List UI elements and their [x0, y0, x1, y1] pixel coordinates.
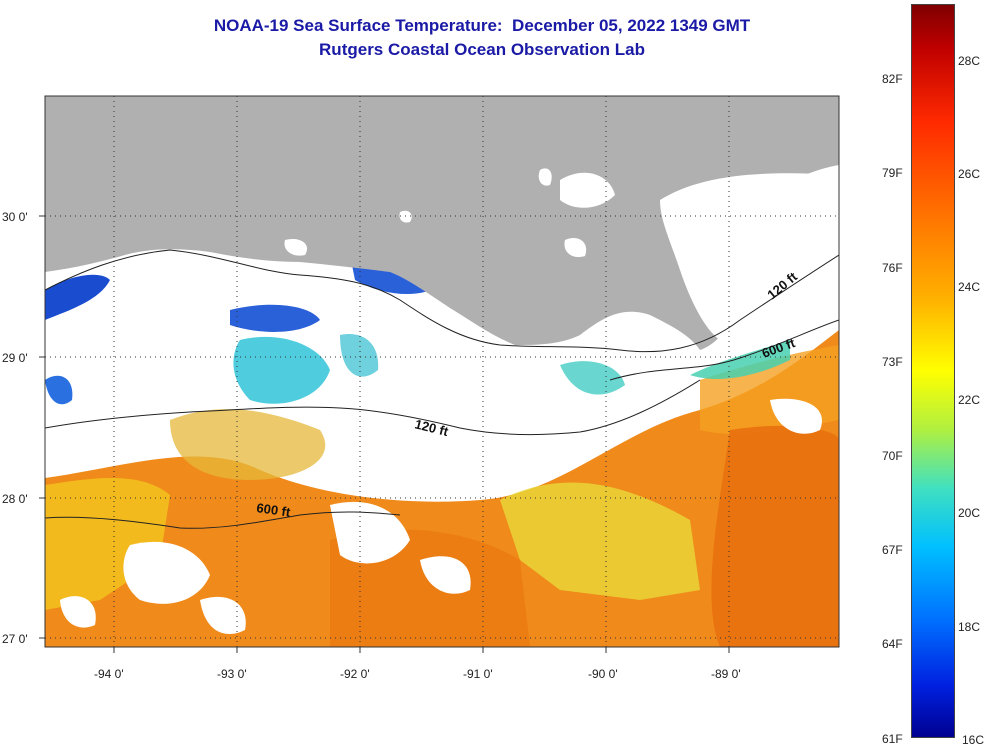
colorbar-c-label: 22C — [958, 393, 981, 407]
cloud-patch — [60, 596, 96, 628]
axis-ticks — [39, 215, 730, 653]
lon-label: -94 0' — [94, 667, 124, 681]
sst-cool-patch — [233, 336, 330, 404]
colorbar-c-label: 24C — [958, 280, 981, 294]
contour-120ft — [45, 379, 701, 436]
sst-cold-patch — [230, 304, 320, 332]
lon-label: -89 0' — [711, 667, 741, 681]
map-frame — [44, 95, 840, 648]
cloud-over-land — [399, 210, 412, 223]
colorbar-f-label: 70F — [882, 449, 903, 463]
map-subtitle: Rutgers Coastal Ocean Observation Lab — [319, 40, 645, 59]
temperature-colorbar — [911, 4, 955, 738]
lat-label: 27 0' — [2, 632, 28, 646]
sst-cold-patch — [45, 375, 73, 405]
cloud-over-land — [538, 168, 552, 186]
colorbar-f-label: 67F — [882, 543, 903, 557]
lat-lon-grid — [45, 96, 839, 647]
colorbar-f-label: 82F — [882, 72, 903, 86]
colorbar-f-label: 79F — [882, 166, 903, 180]
sst-mid-region — [45, 477, 170, 610]
cloud-patch — [200, 596, 246, 635]
lat-label: 28 0' — [2, 492, 28, 506]
sst-warm-patch — [711, 425, 839, 647]
colorbar-c-label: 28C — [958, 54, 981, 68]
sst-cool-patch — [690, 340, 790, 380]
lon-label: -90 0' — [588, 667, 618, 681]
sst-cold-patch — [45, 274, 110, 320]
contour-120ft — [45, 249, 839, 353]
sst-cool-patch — [340, 334, 379, 377]
cloud-over-land — [284, 238, 308, 256]
colorbar-c-label: 20C — [958, 506, 981, 520]
colorbar-f-label: 61F — [882, 732, 903, 746]
cloud-patch — [770, 398, 822, 434]
contour-label-600ft: 600 ft — [256, 500, 292, 520]
cloud-over-land — [564, 237, 587, 258]
contour-600ft — [45, 511, 401, 529]
cloud-patch — [420, 556, 471, 594]
mississippi-delta — [660, 173, 839, 340]
sst-mid-region — [170, 409, 326, 480]
lake-pontchartrain — [560, 172, 615, 208]
colorbar-c-label: 26C — [958, 167, 981, 181]
lat-label: 29 0' — [2, 351, 28, 365]
colorbar-f-label: 76F — [882, 261, 903, 275]
sst-mid-region — [500, 482, 700, 600]
colorbar-f-label: 64F — [882, 637, 903, 651]
cloud-patch — [123, 541, 210, 604]
cloud-patch — [330, 501, 410, 564]
land-mass — [45, 96, 839, 350]
map-title: NOAA-19 Sea Surface Temperature: Decembe… — [213, 16, 751, 35]
contour-600ft — [609, 319, 839, 381]
colorbar-f-label: 73F — [882, 355, 903, 369]
colorbar-c-label: 16C — [962, 733, 985, 747]
lon-label: -93 0' — [217, 667, 247, 681]
lat-label: 30 0' — [2, 210, 28, 224]
sst-cool-patch — [560, 361, 625, 395]
lon-label: -91 0' — [463, 667, 493, 681]
lon-label: -92 0' — [340, 667, 370, 681]
colorbar-c-label: 18C — [958, 620, 981, 634]
